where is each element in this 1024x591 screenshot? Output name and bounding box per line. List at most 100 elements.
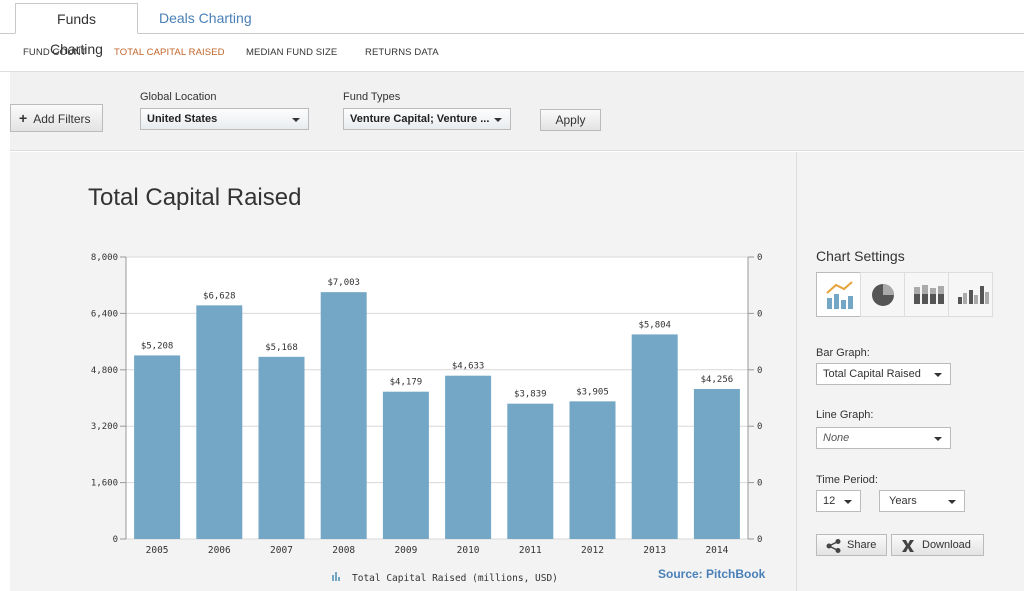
chevron-down-icon: [844, 500, 852, 504]
chart-type-tabs: Funds Charting Deals Charting: [0, 0, 1024, 57]
download-label: Download: [922, 539, 971, 551]
chart-panel: Total Capital Raised 8,000 0 6,400 0 4,800 0 3…: [10, 152, 796, 591]
x-tick-label: 2008: [332, 545, 355, 556]
bar-graph-label: Bar Graph:: [816, 347, 870, 359]
bar: [445, 375, 492, 539]
y-tick-label: 0: [113, 535, 118, 545]
y2-tick-label: 0: [757, 422, 762, 432]
chevron-down-icon: [934, 437, 942, 441]
legend-swatch: [335, 572, 337, 581]
y-tick-label: 8,000: [91, 253, 118, 263]
x-tick-label: 2014: [705, 545, 728, 556]
x-tick-label: 2006: [208, 545, 231, 556]
chart-settings-title: Chart Settings: [816, 248, 905, 264]
download-button[interactable]: Download: [891, 534, 984, 556]
x-tick-label: 2009: [394, 545, 417, 556]
fund-types-value: Venture Capital; Venture ...: [350, 113, 490, 125]
pie-chart-icon: [872, 284, 894, 306]
subnav-fund-count[interactable]: FUND COUNT: [23, 47, 87, 58]
legend-label: Total Capital Raised (millions, USD): [352, 573, 558, 584]
subnav-total-capital-raised[interactable]: TOTAL CAPITAL RAISED: [114, 47, 225, 58]
chart-settings-panel: Chart Settings Bar Graph: T: [796, 152, 1024, 591]
time-period-count-value: 12: [823, 495, 836, 507]
x-tick-label: 2013: [643, 545, 666, 556]
tab-funds-charting[interactable]: Funds Charting: [15, 3, 138, 57]
pie-chart-type-button[interactable]: [860, 272, 905, 317]
plus-icon: +: [19, 110, 28, 126]
chevron-down-icon: [948, 500, 956, 504]
add-filters-label: Add Filters: [33, 112, 91, 126]
bar: [134, 355, 181, 539]
y2-tick-label: 0: [757, 366, 762, 376]
chevron-down-icon: [934, 373, 942, 377]
bar-graph-value: Total Capital Raised: [823, 368, 921, 380]
bar-value-label: $3,905: [576, 387, 609, 397]
chart-title: Total Capital Raised: [88, 184, 302, 211]
bar-value-label: $5,804: [638, 320, 671, 330]
chevron-down-icon: [494, 118, 502, 122]
time-period-unit-value: Years: [889, 495, 917, 507]
bar: [258, 356, 305, 539]
bar: [507, 403, 554, 539]
legend-swatch: [338, 577, 340, 581]
y2-tick-label: 0: [757, 479, 762, 489]
bar-line-chart-type-button[interactable]: [816, 272, 861, 317]
x-tick-label: 2012: [581, 545, 604, 556]
fund-types-label: Fund Types: [343, 91, 401, 103]
bar-value-label: $5,208: [141, 341, 174, 351]
global-location-value: United States: [147, 113, 218, 125]
y2-tick-label: 0: [757, 253, 762, 263]
legend-swatch: [332, 575, 334, 581]
global-location-select[interactable]: United States: [140, 108, 309, 130]
time-period-count-select[interactable]: 12: [816, 490, 861, 512]
subnav-median-fund-size[interactable]: MEDIAN FUND SIZE: [246, 47, 338, 58]
y-tick-label: 3,200: [91, 422, 118, 432]
bar: [382, 391, 429, 539]
fund-types-select[interactable]: Venture Capital; Venture ...: [343, 108, 511, 130]
bar: [693, 388, 740, 539]
line-graph-select[interactable]: None: [816, 427, 951, 449]
bar-graph-select[interactable]: Total Capital Raised: [816, 363, 951, 385]
y2-tick-label: 0: [757, 309, 762, 319]
stacked-bar-chart-type-button[interactable]: [904, 272, 949, 317]
grouped-bar-chart-type-button[interactable]: [948, 272, 993, 317]
bar: [196, 305, 243, 539]
line-graph-label: Line Graph:: [816, 409, 874, 421]
metric-subnav: FUND COUNT TOTAL CAPITAL RAISED MEDIAN F…: [0, 34, 1024, 72]
x-tick-label: 2011: [519, 545, 542, 556]
bar-value-label: $5,168: [265, 343, 298, 353]
y2-tick-label: 0: [757, 535, 762, 545]
tab-deals-charting[interactable]: Deals Charting: [159, 10, 252, 26]
x-tick-label: 2010: [457, 545, 480, 556]
chevron-down-icon: [292, 118, 300, 122]
bar-line-chart-icon: [826, 281, 853, 309]
bar-chart: 8,000 0 6,400 0 4,800 0 3,200 0 1,600 0 0 0 $5,208 20…: [91, 253, 763, 584]
bar-value-label: $4,633: [452, 362, 485, 372]
x-tick-label: 2007: [270, 545, 293, 556]
filter-bar: + Add Filters Global Location United Stat…: [10, 72, 1024, 151]
share-label: Share: [847, 539, 877, 551]
share-button[interactable]: Share: [816, 534, 887, 556]
bar-value-label: $6,628: [203, 291, 236, 301]
y-tick-label: 4,800: [91, 366, 118, 376]
time-period-unit-select[interactable]: Years: [879, 490, 965, 512]
stacked-bar-chart-icon: [914, 285, 944, 304]
y-tick-label: 1,600: [91, 479, 118, 489]
bar: [569, 401, 616, 539]
add-filters-button[interactable]: + Add Filters: [10, 104, 103, 132]
line-graph-value: None: [823, 432, 850, 444]
subnav-returns-data[interactable]: RETURNS DATA: [365, 47, 439, 58]
share-icon: [826, 539, 841, 553]
bar-value-label: $4,256: [701, 375, 734, 385]
grouped-bar-chart-icon: [958, 286, 989, 304]
y-tick-label: 6,400: [91, 309, 118, 319]
chart-source[interactable]: Source: PitchBook: [658, 567, 766, 581]
time-period-label: Time Period:: [816, 474, 878, 486]
bar-value-label: $4,179: [390, 378, 423, 388]
global-location-label: Global Location: [140, 91, 217, 103]
x-tick-label: 2005: [146, 545, 169, 556]
bar-value-label: $7,003: [327, 278, 360, 288]
apply-button[interactable]: Apply: [540, 109, 601, 131]
bar: [320, 292, 367, 539]
bar-value-label: $3,839: [514, 390, 547, 400]
